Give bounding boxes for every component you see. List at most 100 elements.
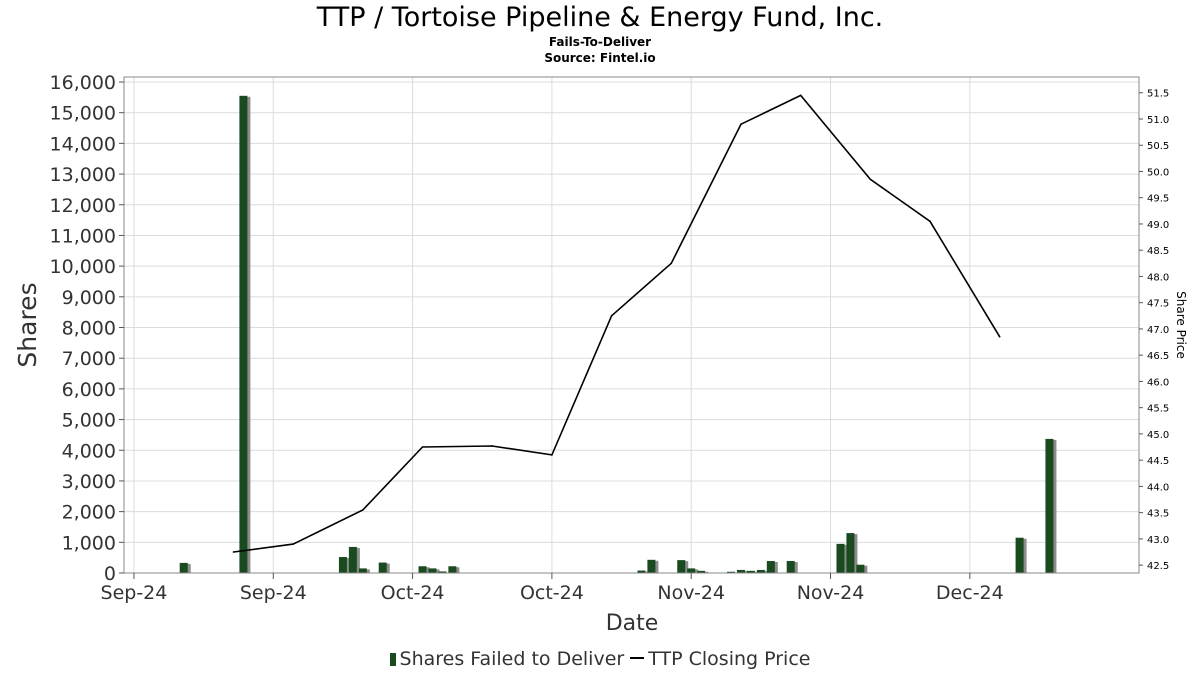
- legend-line-swatch: [630, 657, 645, 659]
- y-tick-label: 0: [104, 563, 116, 585]
- y2-tick-label: 46.0: [1147, 377, 1169, 388]
- y-tick-label: 14,000: [50, 133, 116, 155]
- price-point: [929, 220, 931, 223]
- price-point: [292, 543, 294, 545]
- bar: [1045, 438, 1054, 573]
- plot-frame: [123, 76, 1140, 574]
- x-tick-label: Sep-24: [101, 582, 168, 604]
- price-point: [670, 262, 673, 265]
- y2-tick-label: 49.0: [1147, 220, 1169, 231]
- y2-tick-label: 47.5: [1147, 299, 1169, 310]
- bar: [647, 559, 656, 573]
- bar: [239, 95, 248, 573]
- y2-tick-label: 45.5: [1147, 404, 1169, 415]
- bar: [358, 568, 367, 573]
- price-point: [740, 123, 742, 126]
- y-tick-label: 1,000: [62, 532, 116, 554]
- x-axis: Sep-24 Sep-24 Oct-24 Oct-24 Nov-24 Nov-24 Dec-…: [101, 573, 1004, 604]
- x-tick-label: Oct-24: [381, 582, 445, 604]
- price-point: [362, 509, 364, 511]
- price-line-series: [232, 94, 1001, 553]
- y-tick-label: 8,000: [62, 318, 116, 340]
- bar: [348, 546, 357, 573]
- price-point: [551, 454, 553, 456]
- y-axis-right: 42.5 43.0 43.5 44.0 44.5 45.0 45.5 46.0 46.5 47.0…: [1139, 89, 1169, 572]
- y2-tick-label: 48.0: [1147, 272, 1169, 283]
- bar: [766, 561, 775, 573]
- y-axis-left: 0 1,000 2,000 3,000 4,000 5,000 6,000 7,000 8,00…: [50, 72, 124, 585]
- chart-title: TTP / Tortoise Pipeline & Energy Fund, I…: [316, 2, 884, 33]
- price-point: [491, 445, 493, 447]
- y-tick-label: 6,000: [62, 379, 116, 401]
- bar: [687, 568, 696, 573]
- y2-tick-label: 51.0: [1147, 115, 1169, 126]
- bar: [448, 566, 457, 573]
- x-tick-label: Nov-24: [657, 582, 725, 604]
- bar: [697, 570, 706, 573]
- y2-tick-label: 45.0: [1147, 430, 1169, 441]
- bar: [1015, 537, 1024, 573]
- legend-bar-swatch: [389, 653, 396, 666]
- price-point: [998, 336, 1001, 338]
- chart-source: Source: Fintel.io: [544, 51, 656, 65]
- bar: [179, 562, 188, 573]
- price-point: [610, 315, 613, 317]
- bar: [637, 570, 646, 573]
- legend-item-line: TTP Closing Price: [630, 648, 810, 670]
- bar: [846, 533, 855, 573]
- y2-tick-label: 50.0: [1147, 167, 1169, 178]
- y-tick-label: 15,000: [50, 103, 116, 125]
- bar: [746, 570, 755, 573]
- bar: [428, 568, 437, 573]
- y-tick-label: 2,000: [62, 502, 116, 524]
- bar: [438, 571, 447, 573]
- y2-tick-label: 43.5: [1147, 509, 1169, 520]
- bar: [338, 557, 347, 573]
- y2-tick-label: 49.5: [1147, 194, 1169, 205]
- y2-tick-label: 43.0: [1147, 535, 1169, 546]
- bar: [677, 560, 686, 573]
- y2-tick-label: 44.5: [1147, 456, 1169, 467]
- bar: [727, 571, 736, 573]
- y2-tick-label: 44.0: [1147, 482, 1169, 493]
- y-tick-label: 12,000: [50, 195, 116, 217]
- y-tick-label: 7,000: [62, 348, 116, 370]
- legend-item-bars: Shares Failed to Deliver: [389, 648, 625, 670]
- bar-series: [179, 95, 1057, 573]
- price-line: [233, 94, 1001, 553]
- bar: [418, 566, 427, 573]
- x-axis-title: Date: [606, 611, 659, 636]
- bar: [736, 569, 745, 573]
- grid: [124, 77, 1139, 574]
- y-tick-label: 9,000: [62, 287, 116, 309]
- bar: [756, 569, 765, 573]
- y-tick-label: 11,000: [50, 225, 116, 247]
- y2-tick-label: 47.0: [1147, 325, 1169, 336]
- y-tick-label: 10,000: [50, 256, 116, 278]
- price-point: [421, 446, 424, 448]
- x-tick-label: Dec-24: [936, 582, 1004, 604]
- bar: [856, 564, 865, 573]
- y2-tick-label: 48.5: [1147, 246, 1169, 257]
- bar: [786, 561, 795, 573]
- x-tick-label: Oct-24: [520, 582, 584, 604]
- bar: [378, 562, 387, 573]
- legend-label-bars: Shares Failed to Deliver: [399, 648, 625, 670]
- price-point: [232, 551, 235, 553]
- x-tick-label: Nov-24: [797, 582, 865, 604]
- y2-tick-label: 51.5: [1147, 89, 1169, 100]
- legend-label-line: TTP Closing Price: [648, 648, 811, 670]
- y-tick-label: 5,000: [62, 410, 116, 432]
- x-tick-label: Sep-24: [240, 582, 307, 604]
- legend: Shares Failed to Deliver TTP Closing Pri…: [0, 648, 1200, 670]
- price-point: [869, 178, 872, 181]
- y2-axis-title: Share Price: [1174, 291, 1188, 359]
- y-tick-label: 4,000: [62, 440, 116, 462]
- bar: [836, 543, 845, 573]
- price-point: [799, 94, 802, 97]
- y2-tick-label: 46.5: [1147, 351, 1169, 362]
- y-axis-title: Shares: [13, 282, 42, 367]
- chart-subtitle: Fails-To-Deliver: [548, 35, 652, 49]
- y-tick-label: 3,000: [62, 471, 116, 493]
